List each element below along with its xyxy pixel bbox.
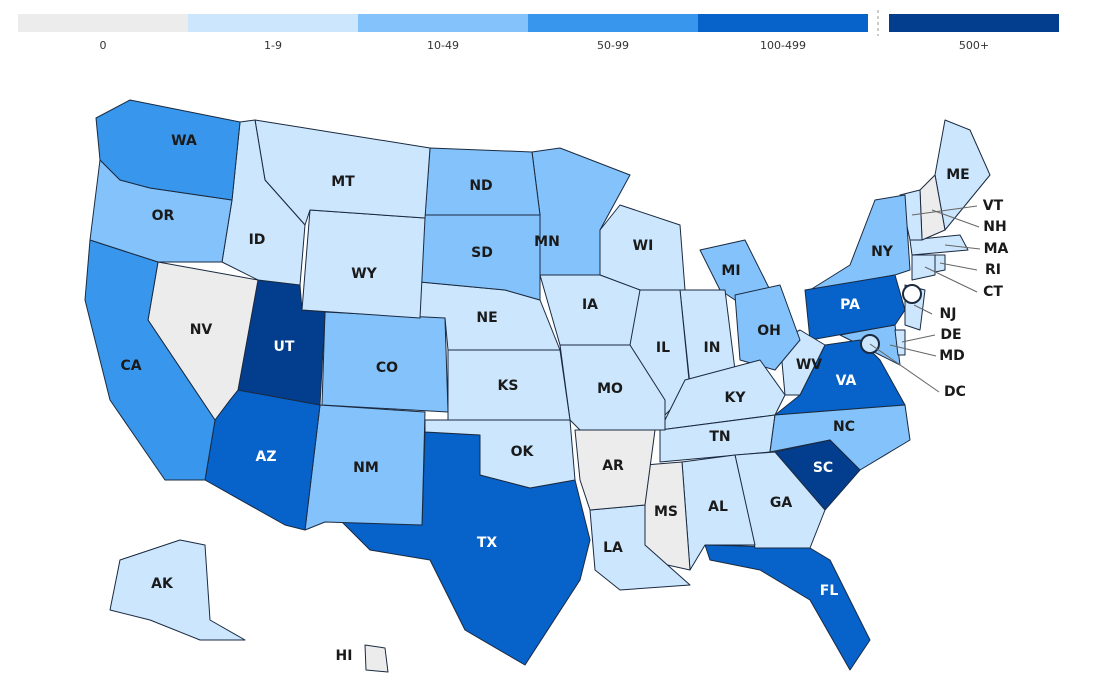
leader-line xyxy=(911,205,978,216)
state-label: AR xyxy=(602,458,624,474)
leader-line xyxy=(939,262,978,271)
state-label: NY xyxy=(871,244,894,260)
state-label: CO xyxy=(376,360,398,376)
leader-line xyxy=(913,304,933,315)
legend-label: 500+ xyxy=(959,39,989,52)
leader-line xyxy=(944,244,981,250)
legend-label: 100-499 xyxy=(760,39,806,52)
leader-line xyxy=(889,344,937,357)
legend-swatch xyxy=(889,14,1059,32)
state-label: IL xyxy=(656,340,670,356)
state-label: WV xyxy=(796,357,822,373)
state-label: KY xyxy=(725,390,747,406)
state-label: DE xyxy=(940,327,961,343)
state-label: WI xyxy=(633,238,654,254)
state-label: ND xyxy=(469,178,492,194)
state-label: UT xyxy=(274,339,295,355)
legend-swatch xyxy=(358,14,528,32)
state-label: OK xyxy=(511,444,535,460)
state-shape xyxy=(424,419,576,489)
state-label: NM xyxy=(353,460,379,476)
leader-line xyxy=(901,334,936,343)
state-shape xyxy=(84,239,216,481)
state-shape xyxy=(909,234,969,256)
legend-swatch xyxy=(18,14,188,32)
state-label: WY xyxy=(351,266,377,282)
state-label: MN xyxy=(534,234,560,250)
state-label: ID xyxy=(249,232,266,248)
leader-line xyxy=(869,343,940,393)
state-label: IA xyxy=(582,297,598,313)
legend-swatch xyxy=(528,14,698,32)
state-label: FL xyxy=(820,583,839,599)
nj-marker xyxy=(902,284,922,304)
leader-line xyxy=(924,266,978,293)
state-label: NH xyxy=(983,219,1006,235)
state-label: OH xyxy=(757,323,781,339)
state-label: MO xyxy=(597,381,623,397)
state-label: HI xyxy=(336,648,353,664)
legend-label: 0 xyxy=(100,39,107,52)
state-label: PA xyxy=(840,297,860,313)
state-label: NC xyxy=(833,419,855,435)
state-label: NJ xyxy=(940,306,957,322)
state-label: LA xyxy=(603,540,623,556)
state-shape xyxy=(95,99,241,201)
state-label: MS xyxy=(654,504,678,520)
legend-label: 1-9 xyxy=(264,39,282,52)
state-label: SC xyxy=(813,460,833,476)
legend-label: 50-99 xyxy=(597,39,629,52)
state-label: MD xyxy=(939,348,965,364)
state-label: AZ xyxy=(256,449,277,465)
legend-swatch xyxy=(188,14,358,32)
legend-swatch xyxy=(698,14,868,32)
state-shape xyxy=(804,274,906,341)
state-label: NE xyxy=(476,310,497,326)
state-shape xyxy=(734,284,801,371)
state-label: NV xyxy=(190,322,213,338)
state-label: VT xyxy=(983,198,1004,214)
state-label: AK xyxy=(151,576,174,592)
state-label: WA xyxy=(171,133,197,149)
state-label: ME xyxy=(946,167,970,183)
state-label: CA xyxy=(120,358,141,374)
state-label: MT xyxy=(331,174,355,190)
state-label: TX xyxy=(477,535,498,551)
state-label: GA xyxy=(770,495,792,511)
leader-line xyxy=(931,209,980,228)
state-shape xyxy=(704,544,871,671)
state-label: CT xyxy=(983,284,1003,300)
state-label: KS xyxy=(498,378,519,394)
state-shape xyxy=(364,644,389,673)
state-label: VA xyxy=(836,373,857,389)
state-label: MA xyxy=(984,241,1009,257)
state-label: RI xyxy=(985,262,1001,278)
state-shape xyxy=(301,209,426,319)
state-label: DC xyxy=(944,384,966,400)
state-label: TN xyxy=(709,429,730,445)
state-label: IN xyxy=(704,340,721,356)
state-shape xyxy=(911,254,936,281)
legend-label: 10-49 xyxy=(427,39,459,52)
state-shape xyxy=(109,539,246,641)
state-label: OR xyxy=(152,208,175,224)
state-label: SD xyxy=(471,245,493,261)
state-label: MI xyxy=(721,263,740,279)
state-label: AL xyxy=(708,499,728,515)
